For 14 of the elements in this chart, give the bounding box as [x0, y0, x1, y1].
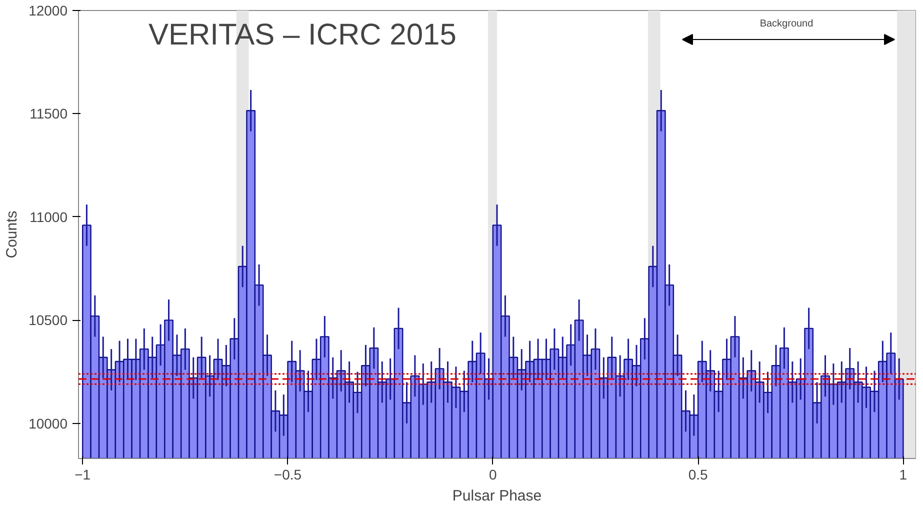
- y-tick-label: 12000: [28, 2, 68, 18]
- annotation: VERITAS – ICRC 2015: [148, 18, 456, 52]
- y-tick-label: 11500: [30, 106, 68, 122]
- y-tick-label: 11000: [30, 208, 68, 225]
- x-axis-title: Pulsar Phase: [452, 488, 542, 504]
- y-tick-label: 10000: [28, 415, 68, 432]
- annotation: Background: [760, 18, 814, 30]
- x-tick-label: 1: [899, 466, 908, 482]
- x-tick-label: −1: [74, 466, 91, 482]
- x-tick-label: 0: [489, 466, 498, 482]
- x-tick-label: 0.5: [688, 466, 708, 482]
- y-tick-label: 10500: [28, 312, 68, 328]
- x-tick-label: −0.5: [274, 466, 302, 482]
- y-axis-title: Counts: [4, 210, 21, 258]
